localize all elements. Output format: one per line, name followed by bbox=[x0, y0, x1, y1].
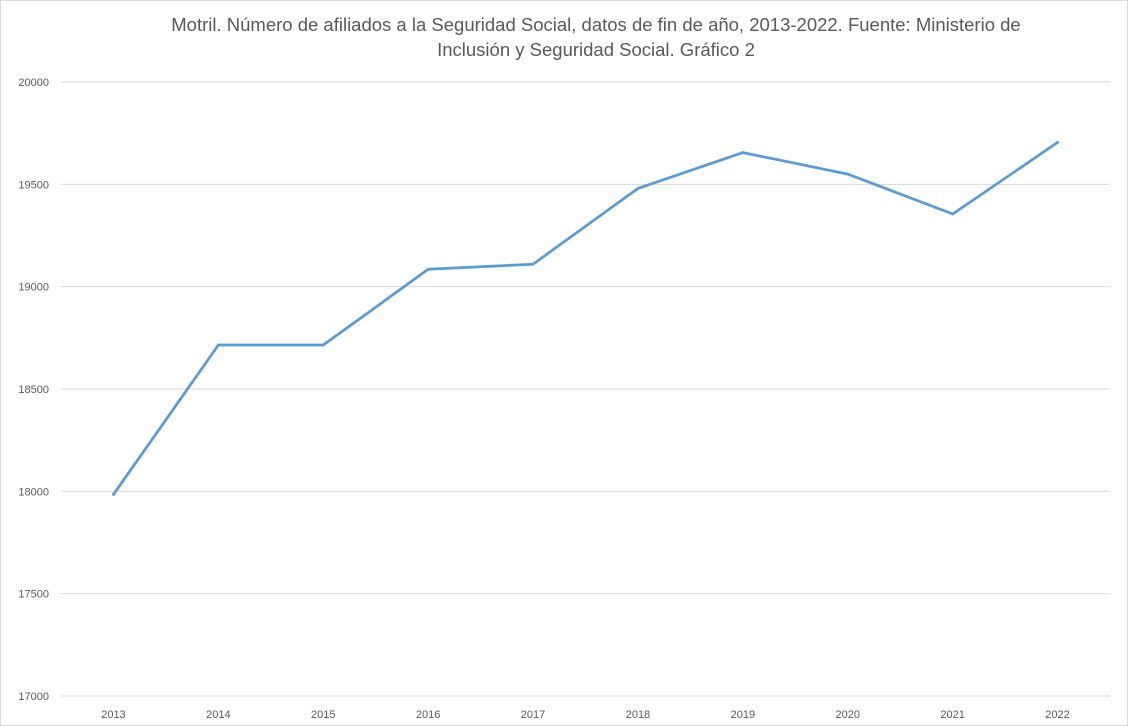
chart-title: Motril. Número de afiliados a la Segurid… bbox=[171, 14, 1021, 60]
x-tick-label: 2020 bbox=[836, 709, 860, 721]
y-tick-label: 19000 bbox=[18, 282, 49, 294]
gridlines bbox=[61, 81, 1110, 697]
y-axis-ticks: 17000 17500 18000 18500 19000 19500 20000 bbox=[18, 77, 49, 703]
series-line bbox=[112, 141, 1059, 496]
y-tick-label: 19500 bbox=[18, 179, 49, 191]
x-tick-label: 2015 bbox=[311, 709, 335, 721]
x-tick-label: 2016 bbox=[416, 709, 440, 721]
y-tick-label: 18000 bbox=[18, 486, 49, 498]
x-tick-label: 2018 bbox=[626, 709, 650, 721]
data-point-2020 bbox=[846, 172, 850, 176]
y-tick-label: 17000 bbox=[18, 691, 49, 703]
data-point-2013 bbox=[112, 493, 115, 496]
x-axis-ticks: 2013 2014 2015 2016 2017 2018 2019 2020 2021 2022 bbox=[101, 709, 1070, 721]
data-point-2022 bbox=[1056, 140, 1059, 144]
y-tick-label: 20000 bbox=[18, 77, 49, 89]
x-tick-label: 2021 bbox=[940, 709, 964, 721]
x-tick-label: 2013 bbox=[101, 709, 125, 721]
data-point-2019 bbox=[741, 151, 745, 155]
x-tick-label: 2014 bbox=[206, 709, 230, 721]
data-point-2014 bbox=[216, 343, 220, 347]
y-tick-label: 18500 bbox=[18, 384, 49, 396]
data-point-2015 bbox=[321, 343, 325, 347]
x-tick-label: 2022 bbox=[1045, 709, 1069, 721]
x-tick-label: 2019 bbox=[731, 709, 755, 721]
data-point-2018 bbox=[636, 187, 640, 190]
data-point-2021 bbox=[951, 212, 955, 216]
series-line-group bbox=[112, 140, 1059, 496]
x-tick-label: 2017 bbox=[521, 709, 545, 721]
y-tick-label: 17500 bbox=[18, 589, 49, 601]
data-point-2016 bbox=[426, 267, 430, 271]
data-point-2017 bbox=[531, 262, 535, 266]
